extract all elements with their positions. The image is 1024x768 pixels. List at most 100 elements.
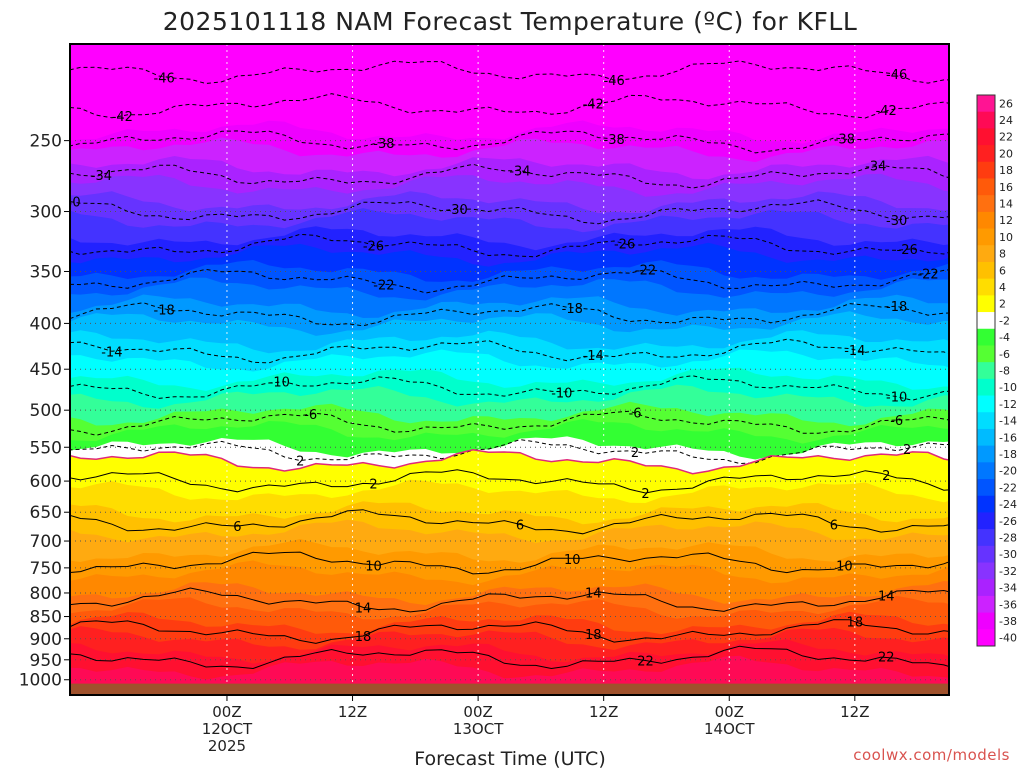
contour--42 bbox=[70, 93, 949, 119]
colorbar-label: -10 bbox=[999, 381, 1017, 394]
x-axis-label: Forecast Time (UTC) bbox=[414, 748, 605, 768]
x-tick-label: 00Z bbox=[212, 703, 241, 721]
contour-18 bbox=[70, 619, 949, 644]
contour-label: 14 bbox=[878, 590, 895, 605]
colorbar-label: -2 bbox=[999, 314, 1010, 327]
colorbar-swatch bbox=[977, 245, 995, 263]
colorbar-label: -32 bbox=[999, 565, 1017, 578]
colorbar-swatch bbox=[977, 462, 995, 480]
colorbar-swatch bbox=[977, 128, 995, 146]
colorbar-swatch bbox=[977, 161, 995, 179]
colorbar-swatch bbox=[977, 328, 995, 346]
colorbar-swatch bbox=[977, 479, 995, 497]
contour-label: -26 bbox=[897, 243, 918, 258]
colorbar-label: 24 bbox=[999, 114, 1013, 127]
contour--38 bbox=[70, 130, 949, 154]
colorbar-swatch bbox=[977, 178, 995, 196]
contour-label: -26 bbox=[363, 239, 384, 254]
contour-label: -14 bbox=[844, 344, 865, 359]
colorbar-label: 4 bbox=[999, 281, 1006, 294]
colorbar-swatch bbox=[977, 195, 995, 213]
contour-label-bg bbox=[872, 0, 900, 11]
y-tick-label: 750 bbox=[30, 559, 62, 579]
contour-label: -6 bbox=[890, 414, 903, 429]
chart-title: 2025101118 NAM Forecast Temperature (ºC)… bbox=[163, 7, 858, 36]
contour-label: 10 bbox=[365, 560, 382, 575]
colorbar-swatch bbox=[977, 378, 995, 397]
colorbar-label: -18 bbox=[999, 448, 1017, 461]
colorbar-label: -34 bbox=[999, 582, 1017, 595]
contour-label: -6 bbox=[629, 407, 642, 422]
isotherm-contours bbox=[70, 60, 949, 670]
contour-label: 6 bbox=[516, 518, 524, 533]
colorbar-label: 22 bbox=[999, 131, 1013, 144]
y-tick-label: 950 bbox=[30, 651, 62, 671]
contour--34 bbox=[70, 163, 949, 189]
colorbar-label: 10 bbox=[999, 231, 1013, 244]
contour--30 bbox=[70, 199, 949, 225]
contour-label: -50 bbox=[876, 0, 897, 13]
x-tick-label: 12Z bbox=[840, 703, 869, 721]
surface-ground bbox=[70, 683, 949, 695]
colorbar-swatch bbox=[977, 595, 995, 614]
contour--14 bbox=[70, 338, 949, 364]
contour-label: 2 bbox=[903, 443, 911, 458]
contour-label: 2 bbox=[369, 478, 377, 493]
y-tick-label: 300 bbox=[30, 203, 62, 223]
colorbar-swatch bbox=[977, 545, 995, 564]
contour-label: -46 bbox=[604, 74, 625, 89]
y-tick-label: 850 bbox=[30, 608, 62, 628]
colorbar-label: -40 bbox=[999, 632, 1017, 645]
contour-2 bbox=[70, 469, 949, 494]
contour-label: 22 bbox=[637, 655, 654, 670]
colorbar-label: 18 bbox=[999, 164, 1013, 177]
y-tick-label: 650 bbox=[30, 503, 62, 523]
contour-label: 18 bbox=[847, 615, 864, 630]
colorbar-label: -28 bbox=[999, 531, 1017, 544]
contour-label: 18 bbox=[585, 628, 602, 643]
contour-label: 2 bbox=[296, 455, 304, 470]
colorbar-swatch bbox=[977, 228, 995, 246]
contour-label: -42 bbox=[583, 98, 604, 113]
colorbar-swatch bbox=[977, 211, 995, 230]
contour-label: -42 bbox=[112, 110, 133, 125]
contour-label: -10 bbox=[269, 375, 290, 390]
contour-label: 22 bbox=[878, 651, 895, 666]
contour-label: -34 bbox=[509, 164, 530, 179]
y-tick-label: 700 bbox=[30, 532, 62, 552]
contour-label: -10 bbox=[886, 391, 907, 406]
contour-label: -38 bbox=[604, 133, 625, 148]
x-tick-label: 00Z bbox=[463, 703, 492, 721]
contour-label: 2 bbox=[882, 469, 890, 484]
colorbar-label: 14 bbox=[999, 198, 1013, 211]
contour--2 bbox=[70, 439, 949, 465]
colorbar-label: -26 bbox=[999, 515, 1017, 528]
contour-label: 2 bbox=[631, 446, 639, 461]
colorbar-swatch bbox=[977, 295, 995, 313]
contour-14 bbox=[70, 587, 949, 613]
y-tick-label: 600 bbox=[30, 472, 62, 492]
colorbar-label: -4 bbox=[999, 331, 1010, 344]
y-tick-label: 250 bbox=[30, 132, 62, 152]
y-tick-label: 900 bbox=[30, 630, 62, 650]
colorbar-label: 16 bbox=[999, 181, 1013, 194]
contour-label: -34 bbox=[91, 169, 112, 184]
contour-label: -42 bbox=[876, 104, 897, 119]
colorbar-swatch bbox=[977, 345, 995, 363]
contour-label: -30 bbox=[447, 203, 468, 218]
x-tick-label: 13OCT bbox=[453, 720, 504, 738]
contour-10 bbox=[70, 551, 949, 575]
contour-label: 6 bbox=[233, 520, 241, 535]
contour-label: -18 bbox=[886, 300, 907, 315]
contour-label: -46 bbox=[886, 68, 907, 83]
colorbar-label: -16 bbox=[999, 431, 1017, 444]
x-tick-label: 12Z bbox=[589, 703, 618, 721]
contour-6 bbox=[70, 509, 949, 535]
contour-label: -22 bbox=[635, 264, 656, 279]
contour-label: 14 bbox=[355, 601, 372, 616]
colorbar-label: -36 bbox=[999, 598, 1017, 611]
y-tick-label: 800 bbox=[30, 584, 62, 604]
y-axis: 2503003504004505005506006507007508008509… bbox=[19, 132, 70, 691]
colorbar-swatch bbox=[977, 362, 995, 380]
